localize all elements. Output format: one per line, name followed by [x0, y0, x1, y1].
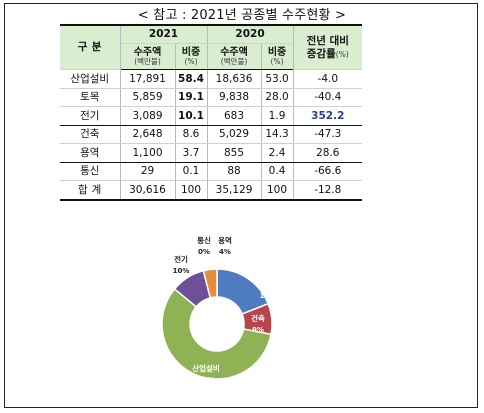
slice-label: 토목: [261, 280, 275, 289]
row-s2021: 10.1: [174, 106, 208, 126]
row-change: 352.2: [292, 106, 363, 126]
slice-label: 건축: [251, 313, 265, 323]
row-change: 28.6: [292, 143, 363, 163]
row-s2021: 3.7: [174, 143, 208, 163]
table-row: 용역 1,100 3.7 855 2.4 28.6: [60, 143, 363, 163]
header-share-label: 비중: [267, 46, 287, 58]
table-header-row: 구 분 2021 2020 전년 대비 증감률(%): [60, 24, 363, 70]
row-s2021: 58.4: [174, 69, 208, 89]
slice-percent-label: 19%: [260, 292, 277, 300]
total-s2021: 100: [174, 180, 208, 201]
slice-percent-label: 4%: [219, 248, 231, 256]
header-category: 구 분: [60, 24, 121, 70]
header-yoy-line2: 증감률: [306, 48, 336, 60]
slice-percent-label: 10%: [173, 267, 190, 275]
total-change: -12.8: [292, 180, 363, 201]
header-orders-2020: 수주액 (백만불): [206, 43, 262, 70]
row-s2020: 1.9: [260, 106, 294, 126]
header-orders-label: 수주액: [133, 46, 162, 58]
table-row: 전기 3,089 10.1 683 1.9 352.2: [60, 106, 363, 126]
table-row: 산업설비 17,891 58.4 18,636 53.0 -4.0: [60, 69, 363, 89]
header-orders-2021: 수주액 (백만불): [120, 43, 176, 70]
header-year-2020: 2020: [206, 24, 294, 44]
slice-label: 용역: [218, 235, 232, 245]
slice-percent-label: 58%: [198, 376, 215, 384]
donut-slice: [161, 287, 272, 380]
total-s2020: 100: [260, 180, 294, 201]
row-s2020: 14.3: [260, 125, 294, 144]
row-s2020: 53.0: [260, 69, 294, 89]
row-s2021: 19.1: [174, 88, 208, 107]
header-share-label: 비중: [181, 46, 201, 58]
row-s2021: 8.6: [174, 125, 208, 144]
slice-percent-label: 0%: [198, 248, 210, 256]
donut-slice: [202, 268, 218, 299]
header-share-2020: 비중 (%): [260, 43, 294, 70]
header-yoy: 전년 대비 증감률(%): [292, 24, 363, 70]
document-frame: [4, 3, 478, 408]
orders-table: 구 분 2021 2020 전년 대비 증감률(%) 수주액 (백만불) 비중 …: [60, 24, 363, 201]
row-change: -40.4: [292, 88, 363, 107]
total-v2020: 35,129: [206, 180, 262, 201]
header-share-2021: 비중 (%): [174, 43, 208, 70]
header-orders-unit: (백만불): [134, 56, 161, 66]
slice-label: 통신: [197, 235, 211, 245]
table-total-row: 합 계 30,616 100 35,129 100 -12.8: [60, 180, 363, 201]
header-yoy-unit: (%): [335, 50, 349, 59]
page-title: < 참고 : 2021년 공종별 수주현황 >: [137, 8, 347, 23]
row-s2020: 2.4: [260, 143, 294, 163]
table-row: 통신 29 0.1 88 0.4 -66.6: [60, 162, 363, 181]
header-share-unit: (%): [270, 56, 284, 66]
slice-label: 산업설비: [192, 363, 220, 373]
header-share-unit: (%): [184, 56, 198, 66]
header-orders-unit: (백만불): [220, 56, 248, 66]
row-change: -47.3: [292, 125, 363, 144]
table-subheader-row: 수주액 (백만불) 비중 (%) 수주액 (백만불) 비중 (%): [60, 43, 362, 70]
table-row: 건축 2,648 8.6 5,029 14.3 -47.3: [60, 125, 363, 144]
table-row: 토목 5,859 19.1 9,838 28.0 -40.4: [60, 88, 363, 107]
header-yoy-line2-wrap: 증감률(%): [296, 49, 361, 60]
row-change: -4.0: [292, 69, 363, 89]
header-yoy-line1: 전년 대비: [306, 34, 349, 47]
row-s2020: 28.0: [260, 88, 294, 107]
slice-label: 전기: [174, 254, 188, 264]
header-orders-label: 수주액: [220, 46, 248, 58]
slice-percent-label: 9%: [252, 326, 264, 334]
